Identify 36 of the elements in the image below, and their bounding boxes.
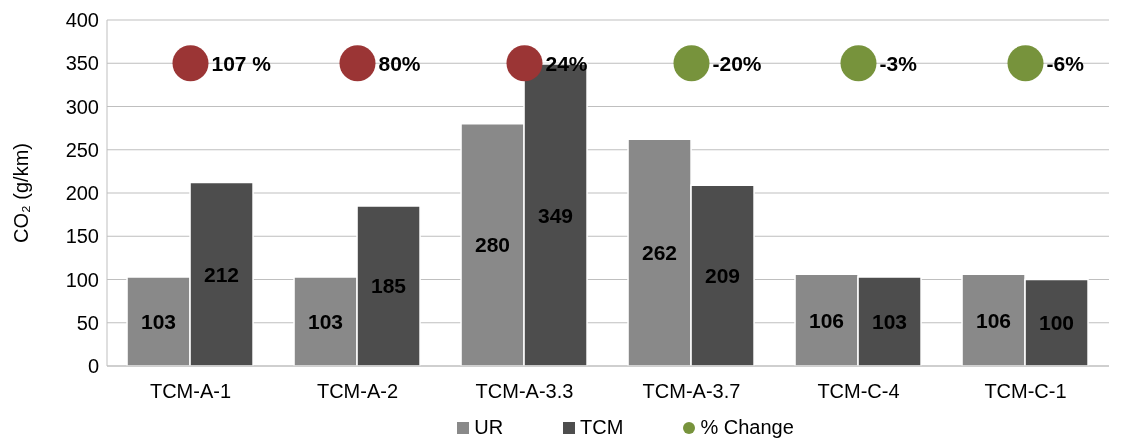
x-tick-label: TCM-A-2 [316,380,399,403]
y-tick-label: 250 [65,138,99,161]
data-label: 103 [872,309,908,333]
y-tick-label: 200 [65,182,99,205]
y-tick-label: 0 [87,355,99,378]
y-tick-label: 100 [65,268,99,291]
x-tick-label: TCM-A-3.3 [475,380,574,403]
x-tick-label: TCM-C-4 [817,380,900,403]
x-tick-label: TCM-A-3.7 [642,380,741,403]
annotation: -3% [879,51,918,75]
y-tick-label: 350 [65,52,99,75]
data-label: 280 [475,233,511,257]
annotation: -20% [712,51,762,75]
annotation: 80% [378,51,421,75]
legend-label: % Change [699,416,794,439]
data-label: 349 [538,203,574,227]
data-label: 106 [976,308,1012,332]
data-label: 212 [204,262,240,286]
data-label: 209 [705,264,741,288]
y-axis-title: CO₂ (g/km) [10,143,32,243]
annotation: 107 % [211,51,272,75]
data-label: 106 [809,308,845,332]
data-label: 185 [371,274,407,298]
data-label: 262 [642,241,678,265]
legend-label: UR [473,416,504,439]
x-tick-label: TCM-A-1 [149,380,232,403]
y-tick-label: 50 [76,311,99,334]
legend-label: TCM [579,416,624,439]
y-tick-label: 150 [65,225,99,248]
x-tick-label: TCM-C-1 [984,380,1067,403]
data-label: 103 [308,309,344,333]
y-tick-label: 400 [65,9,99,32]
data-label: 100 [1039,311,1075,335]
data-label: 103 [141,309,177,333]
y-tick-label: 300 [65,95,99,118]
annotation: -6% [1046,51,1085,75]
